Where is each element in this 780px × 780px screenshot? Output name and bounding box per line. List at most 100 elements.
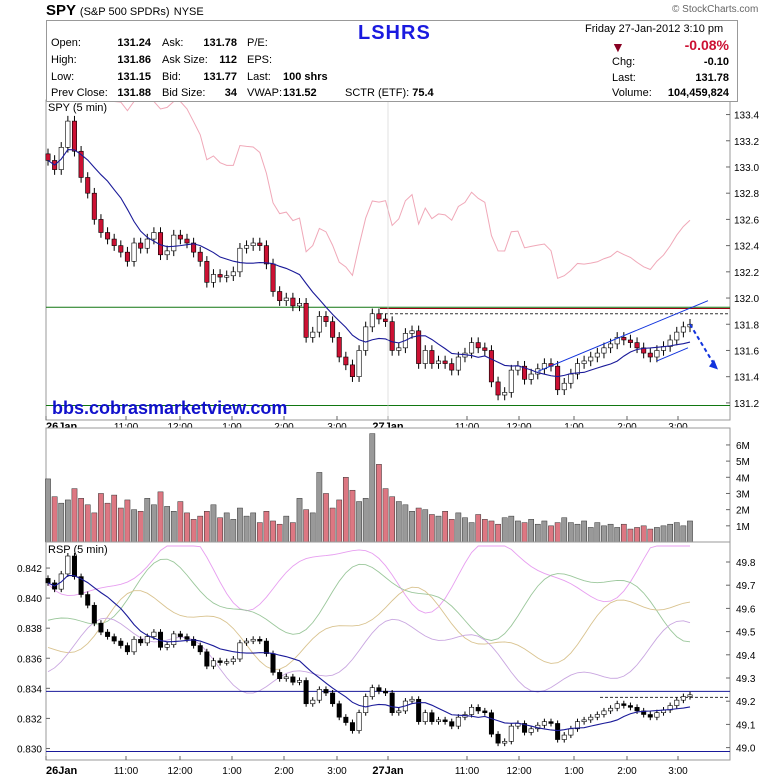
rsp-x-tick-label: 12:00: [506, 766, 531, 777]
price-candle: [455, 356, 461, 371]
rsp-candle: [455, 716, 461, 727]
price-y-tick-label: 131.4: [734, 373, 759, 384]
volume-bar: [601, 525, 607, 543]
price-candle: [561, 382, 567, 391]
volume-bar: [429, 514, 435, 543]
volume-bar: [534, 523, 541, 543]
rsp-candle: [614, 703, 620, 709]
rsp-y2-tick-label: 49.8: [736, 558, 756, 569]
volume-bar: [203, 511, 210, 543]
price-candle: [230, 271, 236, 277]
rsp-candle: [621, 703, 627, 706]
volume-bar: [415, 507, 422, 543]
rsp-candle: [522, 723, 528, 733]
price-candle: [488, 350, 494, 383]
price-candle: [257, 242, 263, 246]
volume-bar: [98, 493, 104, 543]
rsp-candle: [71, 555, 77, 577]
rsp-candle: [78, 576, 84, 595]
price-candle: [482, 347, 488, 351]
volume-bar: [462, 517, 468, 543]
price-candle: [131, 242, 137, 262]
price-y-tick-label: 133.0: [734, 163, 759, 174]
volume-bar: [58, 502, 65, 543]
rsp-candle: [482, 710, 488, 714]
volume-bar: [614, 527, 621, 543]
volume-bar: [336, 499, 343, 543]
rsp-candle: [608, 707, 614, 712]
rsp-candle: [171, 633, 177, 645]
symbol-name: (S&P 500 SPDRs): [79, 6, 170, 18]
quote-vwap-value: 131.52: [283, 87, 317, 99]
rsp-candle: [290, 676, 296, 683]
price-candle: [588, 356, 594, 362]
symbol: SPY: [46, 2, 76, 19]
price-candle: [449, 363, 455, 371]
price-candle: [601, 347, 607, 354]
rsp-candle: [65, 555, 71, 575]
rsp-candle: [263, 640, 269, 654]
price-candle: [124, 251, 130, 262]
rsp-candle: [627, 705, 633, 708]
volume-bar: [389, 496, 396, 543]
volume-bar: [164, 506, 170, 543]
rsp-x-tick-label: 2:00: [274, 766, 294, 777]
rsp-candle: [257, 638, 263, 642]
rsp-candle: [588, 716, 594, 721]
rsp-y2-tick-label: 49.5: [736, 628, 756, 639]
volume-bar: [395, 501, 402, 543]
rsp-x-tick-label: 26Jan: [46, 765, 77, 777]
price-candle: [422, 350, 428, 364]
volume-bar: [78, 498, 84, 543]
rsp-y-tick-label: 0.836: [17, 654, 42, 665]
price-candle: [283, 297, 289, 301]
rsp-candle: [409, 698, 415, 702]
volume-bar: [627, 528, 634, 543]
price-candle: [118, 245, 124, 253]
volume-bar: [594, 522, 601, 543]
trend-channel-upper: [537, 300, 709, 372]
quote-last-size-value: 100 shrs: [283, 71, 328, 83]
volume-bar: [654, 527, 660, 543]
price-candle: [204, 261, 210, 283]
brand-logo[interactable]: © StockCharts.com: [672, 4, 759, 15]
price-candle: [369, 313, 375, 328]
rsp-candle: [488, 712, 494, 735]
volume-bar: [568, 522, 574, 543]
quote-pe: P/E:: [247, 37, 268, 49]
price-candle: [224, 275, 230, 278]
price-candle: [277, 291, 283, 301]
price-candle: [442, 360, 448, 364]
price-candle: [396, 347, 402, 351]
rsp-y2-tick-label: 49.0: [736, 744, 756, 755]
rsp-candle: [349, 722, 355, 731]
price-candle: [429, 350, 435, 364]
volume-bar: [303, 509, 309, 543]
quote-prev-close: Prev Close:: [51, 87, 108, 99]
rsp-candle: [429, 712, 435, 722]
rsp-candle: [164, 644, 170, 648]
rsp-candle: [687, 694, 693, 697]
price-candle: [363, 326, 369, 351]
quote-bid-size-value: 34: [224, 87, 237, 99]
price-candle: [667, 339, 673, 347]
rsp-candle: [356, 712, 362, 731]
volume-bar: [309, 512, 316, 543]
rsp-y2-tick-label: 49.1: [736, 720, 756, 731]
volume-bar: [468, 522, 475, 543]
price-candle: [608, 343, 614, 349]
volume-bar: [488, 520, 495, 543]
price-candle: [515, 365, 521, 371]
price-candle: [151, 232, 157, 240]
rsp-candle: [330, 692, 336, 705]
price-candle: [555, 365, 561, 391]
price-candle: [627, 339, 633, 343]
rsp-candle: [376, 687, 382, 692]
rsp-candle: [680, 696, 686, 701]
rsp-y2-tick-label: 49.7: [736, 581, 756, 592]
price-candle: [197, 251, 203, 262]
price-candle: [614, 337, 620, 345]
price-candle: [389, 321, 395, 351]
rsp-candle: [184, 636, 190, 640]
volume-bar: [131, 509, 137, 543]
